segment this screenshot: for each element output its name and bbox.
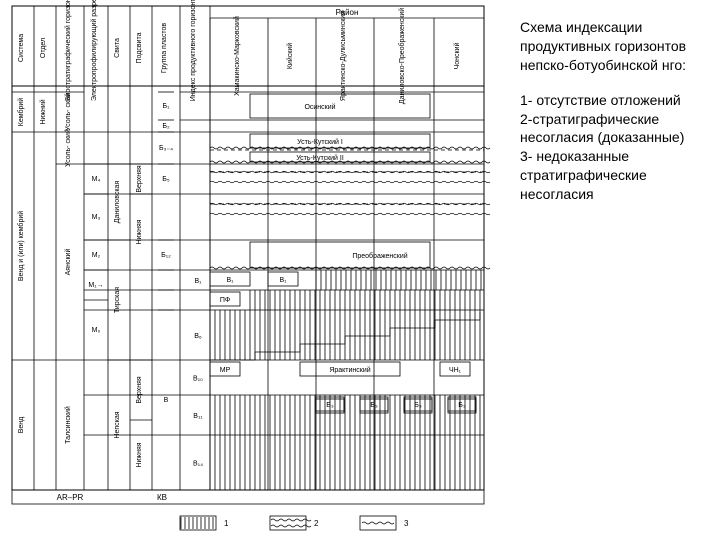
svg-text:Группа пластов: Группа пластов xyxy=(161,23,168,73)
svg-text:Подсвита: Подсвита xyxy=(136,32,143,63)
caption-legend: 1- отсутствие отложений 2-стратиграфичес… xyxy=(520,91,710,204)
svg-text:Б₃: Б₃ xyxy=(458,402,466,409)
svg-text:AR–PR: AR–PR xyxy=(57,493,84,502)
svg-text:Ярактинский: Ярактинский xyxy=(329,366,370,374)
svg-text:1: 1 xyxy=(224,519,229,528)
svg-text:В₁: В₁ xyxy=(279,277,287,284)
svg-text:В₁₁: В₁₁ xyxy=(193,413,203,420)
svg-text:Б₃: Б₃ xyxy=(370,402,378,409)
svg-text:Свита: Свита xyxy=(114,38,121,58)
svg-text:В₁: В₁ xyxy=(226,277,234,284)
svg-text:Б₅: Б₅ xyxy=(162,176,170,183)
svg-text:3: 3 xyxy=(404,519,409,528)
svg-text:КВ: КВ xyxy=(157,493,167,502)
svg-text:Нижняя: Нижняя xyxy=(136,442,143,467)
svg-text:Нижний: Нижний xyxy=(39,99,47,124)
svg-text:В: В xyxy=(164,397,169,404)
caption-title: Схема индексации продуктивных горизонтов… xyxy=(520,18,710,75)
svg-text:Верхняя: Верхняя xyxy=(136,165,143,193)
svg-text:Аянский: Аянский xyxy=(64,249,72,276)
svg-text:Б₁: Б₁ xyxy=(163,103,171,110)
svg-text:Усть-Кутский I: Усть-Кутский I xyxy=(297,138,343,146)
svg-text:Усоль- ский: Усоль- ский xyxy=(64,129,72,167)
svg-text:М₀: М₀ xyxy=(92,327,101,334)
svg-text:Преображенский: Преображенский xyxy=(352,252,407,260)
svg-text:ПФ: ПФ xyxy=(220,297,230,304)
svg-text:Кийский: Кийский xyxy=(286,43,294,69)
svg-text:Кембрий: Кембрий xyxy=(17,98,25,127)
svg-text:М₃: М₃ xyxy=(92,214,101,221)
svg-text:Даниловско-Преображенский: Даниловско-Преображенский xyxy=(398,8,406,104)
svg-text:М₁→: М₁→ xyxy=(88,282,103,289)
svg-text:Район: Район xyxy=(336,8,359,17)
svg-text:Непская: Непская xyxy=(114,411,121,438)
svg-text:Талсинский: Талсинский xyxy=(64,406,72,444)
svg-text:Верхняя: Верхняя xyxy=(136,376,143,404)
svg-text:ЧН₁: ЧН₁ xyxy=(449,367,462,374)
svg-text:Усоль- ский: Усоль- ский xyxy=(64,93,72,131)
svg-text:М₂: М₂ xyxy=(92,252,101,259)
svg-text:Система: Система xyxy=(18,34,25,62)
svg-text:Венд и (или) кембрий: Венд и (или) кембрий xyxy=(17,211,25,281)
svg-text:Б₃: Б₃ xyxy=(326,402,334,409)
svg-text:Чонский: Чонский xyxy=(453,43,461,70)
svg-text:Ярактинско-Дулисьминский: Ярактинско-Дулисьминский xyxy=(339,11,347,101)
svg-text:Б₃₋₄: Б₃₋₄ xyxy=(159,145,173,152)
svg-text:Венд: Венд xyxy=(18,417,25,434)
stratigraphic-diagram: СистемаОтделБиостратиграфический горизон… xyxy=(0,0,510,540)
svg-text:Хамакинско-Марковский: Хамакинско-Марковский xyxy=(233,16,241,96)
svg-text:В₁: В₁ xyxy=(194,278,202,285)
svg-text:Отдел: Отдел xyxy=(40,38,47,58)
svg-text:2: 2 xyxy=(314,519,319,528)
svg-text:М₄: М₄ xyxy=(92,176,101,183)
svg-text:Б₁₂: Б₁₂ xyxy=(161,252,171,259)
svg-text:Тирская: Тирская xyxy=(114,287,121,313)
svg-text:Даниловская: Даниловская xyxy=(114,181,121,224)
svg-text:Нижняя: Нижняя xyxy=(136,219,143,244)
diagram-svg: СистемаОтделБиостратиграфический горизон… xyxy=(0,0,510,540)
svg-text:В₁₀: В₁₀ xyxy=(193,376,203,383)
svg-text:Б₂: Б₂ xyxy=(162,123,170,130)
svg-text:Осинский: Осинский xyxy=(304,103,335,111)
svg-text:В₆: В₆ xyxy=(194,333,202,340)
svg-text:В₁₄: В₁₄ xyxy=(193,461,203,468)
svg-text:Б₃: Б₃ xyxy=(414,402,422,409)
svg-text:МР: МР xyxy=(220,367,231,374)
svg-text:Усть-Кутский II: Усть-Кутский II xyxy=(296,154,344,162)
caption: Схема индексации продуктивных горизонтов… xyxy=(520,18,710,220)
